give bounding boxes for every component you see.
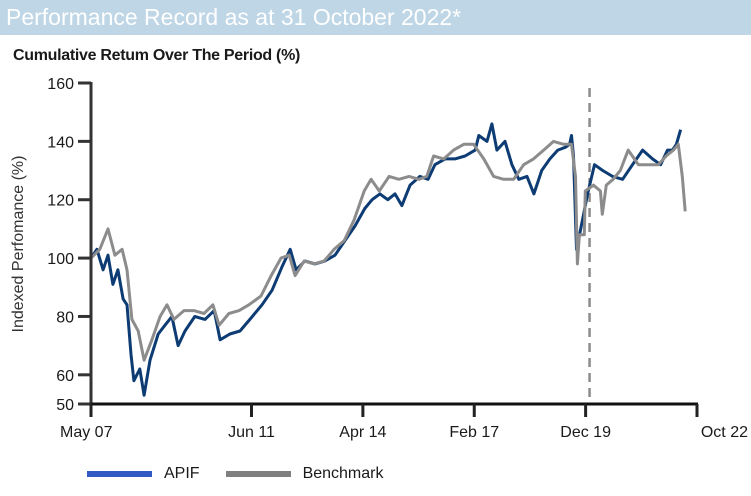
x-tick-label: Apr 14	[339, 424, 386, 441]
axes	[89, 82, 698, 406]
legend-swatch-benchmark	[225, 471, 291, 477]
legend-item-benchmark: Benchmark	[225, 465, 384, 483]
legend-swatch-apif	[87, 471, 152, 477]
y-tick-label: 120	[47, 193, 74, 210]
y-axis-title: Indexed Perfomance (%)	[10, 156, 27, 333]
legend-label-benchmark: Benchmark	[302, 465, 384, 482]
y-tick-label: 140	[47, 134, 74, 151]
ticks: 50 60 80 100 120 140 160 May 07 Jun 11 Apr 14 Feb …	[47, 76, 748, 441]
x-tick-label: Jun 11	[228, 424, 275, 441]
page-title: Performance Record as at 31 October 2022…	[6, 4, 462, 30]
y-tick-label: 160	[47, 76, 74, 93]
header-bar: Performance Record as at 31 October 2022…	[0, 0, 751, 35]
legend: APIF Benchmark	[87, 462, 407, 486]
y-tick-label: 60	[56, 368, 74, 385]
plot-lines	[89, 88, 687, 404]
x-tick-label: Feb 17	[449, 424, 499, 441]
y-tick-label: 50	[56, 397, 74, 414]
series-line-apif	[89, 122, 683, 397]
legend-item-apif: APIF	[87, 465, 200, 483]
y-tick-label: 80	[56, 309, 74, 326]
series-line-benchmark	[89, 139, 687, 362]
x-tick-label: Dec 19	[560, 424, 611, 441]
x-tick-label: May 07	[60, 424, 113, 441]
x-tick-label: Oct 22	[701, 424, 748, 441]
chart-title: Cumulative Retum Over The Period (%)	[13, 47, 301, 64]
legend-label-apif: APIF	[164, 465, 200, 482]
y-tick-label: 100	[47, 251, 74, 268]
